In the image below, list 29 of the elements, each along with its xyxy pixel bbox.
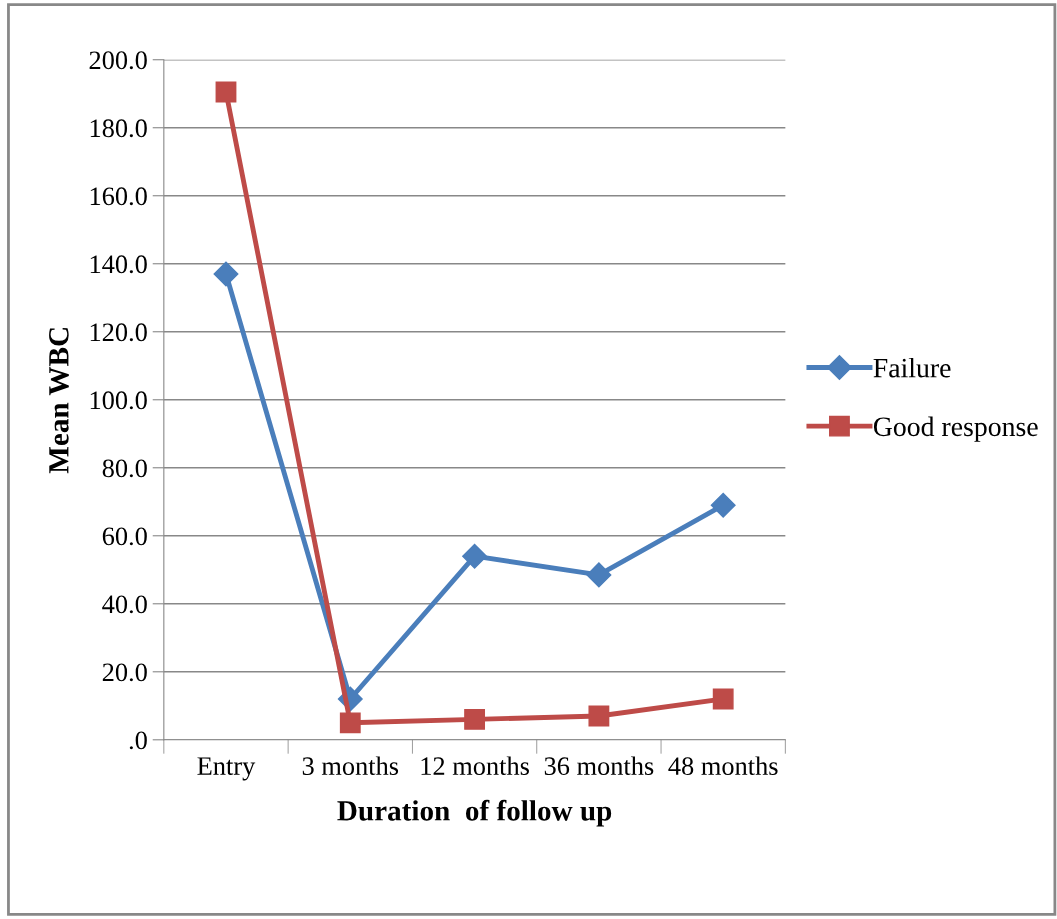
point [213, 261, 239, 287]
point [464, 708, 486, 730]
y-tick-label: 140.0 [90, 255, 147, 274]
x-axis-title: Duration of follow up [337, 799, 612, 827]
y-tick-label: 20.0 [102, 663, 147, 682]
y-axis-title: Mean WBC [49, 328, 69, 474]
y-tick-label: 60.0 [102, 527, 147, 546]
x-tick-label: 48 months [668, 756, 778, 776]
y-tick-label: 80.0 [102, 459, 147, 478]
point [215, 81, 237, 103]
y-tick-label: .0 [129, 731, 147, 750]
point [462, 543, 488, 569]
point [339, 712, 361, 734]
legend-label: Good response [873, 416, 1038, 442]
legend-label: Failure [873, 357, 951, 378]
y-tick-label: 40.0 [102, 595, 147, 614]
y-tick-label: 120.0 [90, 323, 147, 342]
x-tick-label: 12 months [421, 756, 529, 776]
point [588, 705, 610, 727]
x-tick-label: Entry [197, 757, 256, 781]
point [710, 492, 736, 518]
y-tick-label: 160.0 [90, 187, 147, 206]
y-tick-label: 100.0 [90, 391, 147, 410]
y-tick-label: 180.0 [90, 119, 147, 138]
x-tick-label: 3 months [302, 756, 399, 776]
y-tick-label: 200.0 [89, 51, 147, 70]
point [712, 688, 734, 710]
x-tick-label: 36 months [544, 756, 654, 776]
point [586, 562, 612, 588]
